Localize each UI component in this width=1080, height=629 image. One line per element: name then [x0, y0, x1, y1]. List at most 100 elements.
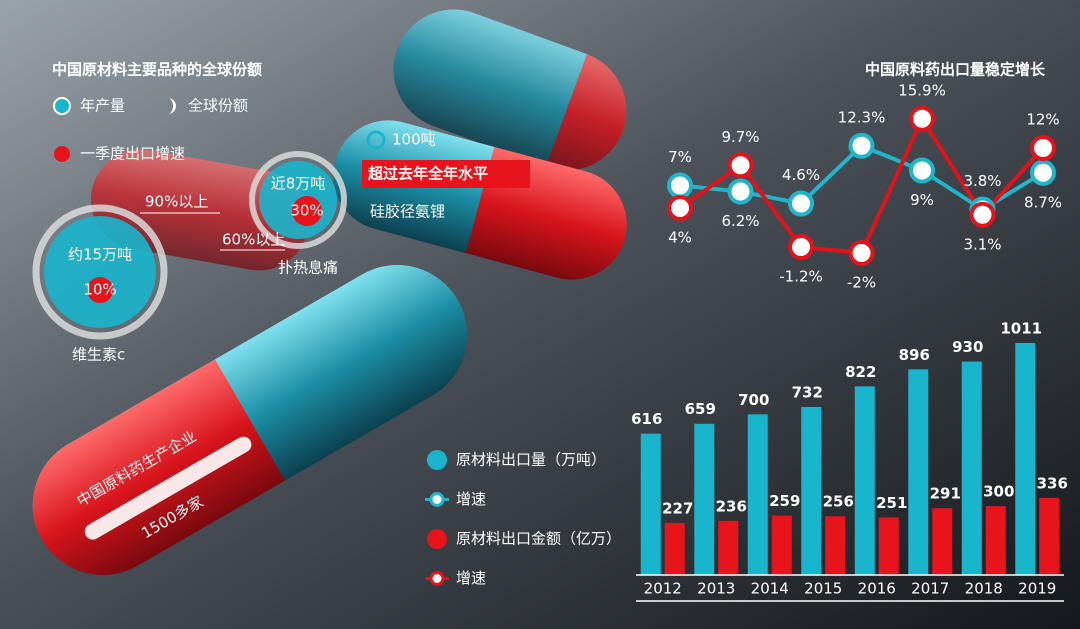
bar: [961, 361, 982, 575]
value-label: 9%: [910, 191, 934, 209]
bar: [1015, 342, 1036, 575]
bar: [932, 508, 953, 575]
legend-label: 增速: [456, 569, 486, 587]
legend-swatch: [429, 492, 445, 507]
item-name: 硅胶径氨锂: [370, 203, 445, 221]
legend-dot: [53, 97, 71, 115]
bar-label: 236: [716, 497, 747, 515]
share: 90%以上: [145, 193, 208, 211]
value-label: 4.6%: [782, 166, 820, 184]
bar: [771, 515, 792, 575]
growth: 超过去年全年水平: [367, 165, 488, 183]
value-label: 3.1%: [963, 235, 1001, 253]
x-tick-label: 2014: [751, 580, 789, 598]
amount: 近8万吨: [271, 175, 326, 193]
bar-label: 700: [738, 391, 769, 409]
bar: [908, 369, 929, 575]
share-ring: [32, 204, 168, 340]
bar: [985, 506, 1006, 575]
point: [667, 172, 693, 199]
point: [909, 157, 935, 184]
bar-label: 732: [792, 383, 823, 401]
value-label: 15.9%: [898, 81, 946, 99]
capsule-front: 中国原料药生产企业 1500多家: [32, 265, 468, 575]
left-title: 中国原材料主要品种的全球份额: [52, 61, 262, 79]
amount: 约15万吨: [68, 246, 132, 264]
value-label: 12%: [1026, 111, 1059, 129]
legend-label: 原材料出口量（万吨）: [456, 451, 606, 469]
point: [1030, 159, 1056, 186]
legend-label: 全球份额: [188, 97, 248, 115]
point: [909, 105, 935, 132]
point: [848, 240, 875, 266]
bar-label: 291: [930, 485, 961, 503]
x-tick-label: 2013: [697, 580, 735, 598]
bar-label: 822: [845, 363, 876, 381]
legend-swatch: [427, 529, 447, 549]
bar: [694, 423, 715, 575]
amount-circle: [44, 216, 156, 328]
bar-label: 336: [1037, 474, 1068, 492]
share-ring: [249, 151, 347, 249]
bar-label: 930: [952, 338, 983, 356]
value-label: -1.2%: [779, 268, 823, 286]
legend-label: 增速: [456, 490, 486, 508]
amount-icon: [366, 130, 386, 150]
growth-dot: [292, 196, 322, 226]
amount: 100吨: [392, 131, 436, 149]
x-tick-label: 2015: [804, 580, 842, 598]
legend-label: 一季度出口增速: [80, 145, 185, 163]
point: [788, 234, 814, 260]
legend-swatch: [429, 571, 445, 586]
item-name: 维生素c: [72, 346, 125, 364]
value-label: 7%: [668, 148, 692, 166]
line-title: 中国原料药出口量稳定增长: [865, 61, 1046, 79]
growth: 30%: [290, 202, 323, 220]
growth-dot: [87, 277, 113, 303]
bar-label: 1011: [1000, 319, 1042, 337]
bar-label: 300: [983, 483, 1014, 501]
bar-label: 659: [685, 400, 716, 418]
bar-label: 256: [823, 493, 854, 511]
value-label: 12.3%: [838, 108, 886, 126]
capsule-back: [393, 9, 627, 171]
value-label: 8.7%: [1024, 193, 1062, 211]
legend-dot: [54, 146, 70, 162]
point: [1030, 135, 1056, 161]
bar: [878, 517, 899, 575]
point: [727, 152, 754, 179]
bar: [718, 520, 739, 575]
growth-banner: [362, 160, 530, 188]
x-tick-label: 2017: [911, 580, 949, 598]
point: [727, 178, 754, 205]
point: [788, 190, 814, 217]
bar: [664, 522, 685, 575]
bar: [801, 406, 822, 575]
legend-icon: [168, 98, 176, 114]
value-label: 4%: [668, 229, 692, 247]
x-tick-label: 2016: [858, 580, 896, 598]
bar-label: 227: [662, 499, 693, 517]
legend-label: 原材料出口金额（亿万）: [456, 530, 621, 548]
x-tick-label: 2018: [965, 580, 1003, 598]
point: [969, 201, 996, 228]
value-label: 9.7%: [721, 128, 759, 146]
bar: [1039, 497, 1060, 575]
bar: [854, 386, 875, 575]
bar-label: 259: [769, 492, 800, 510]
point: [848, 132, 875, 159]
x-tick-label: 2019: [1018, 580, 1056, 598]
growth: 10%: [83, 281, 116, 299]
item-name: 扑热息痛: [278, 259, 338, 277]
point: [667, 195, 693, 221]
value-label: 6.2%: [721, 212, 759, 230]
bar-label: 896: [899, 346, 930, 364]
legend-swatch: [427, 450, 447, 470]
bar: [640, 433, 661, 575]
legend-label: 年产量: [80, 97, 125, 115]
value-label: -2%: [847, 274, 876, 292]
bar: [747, 414, 768, 575]
share: 60%以上: [222, 231, 285, 249]
